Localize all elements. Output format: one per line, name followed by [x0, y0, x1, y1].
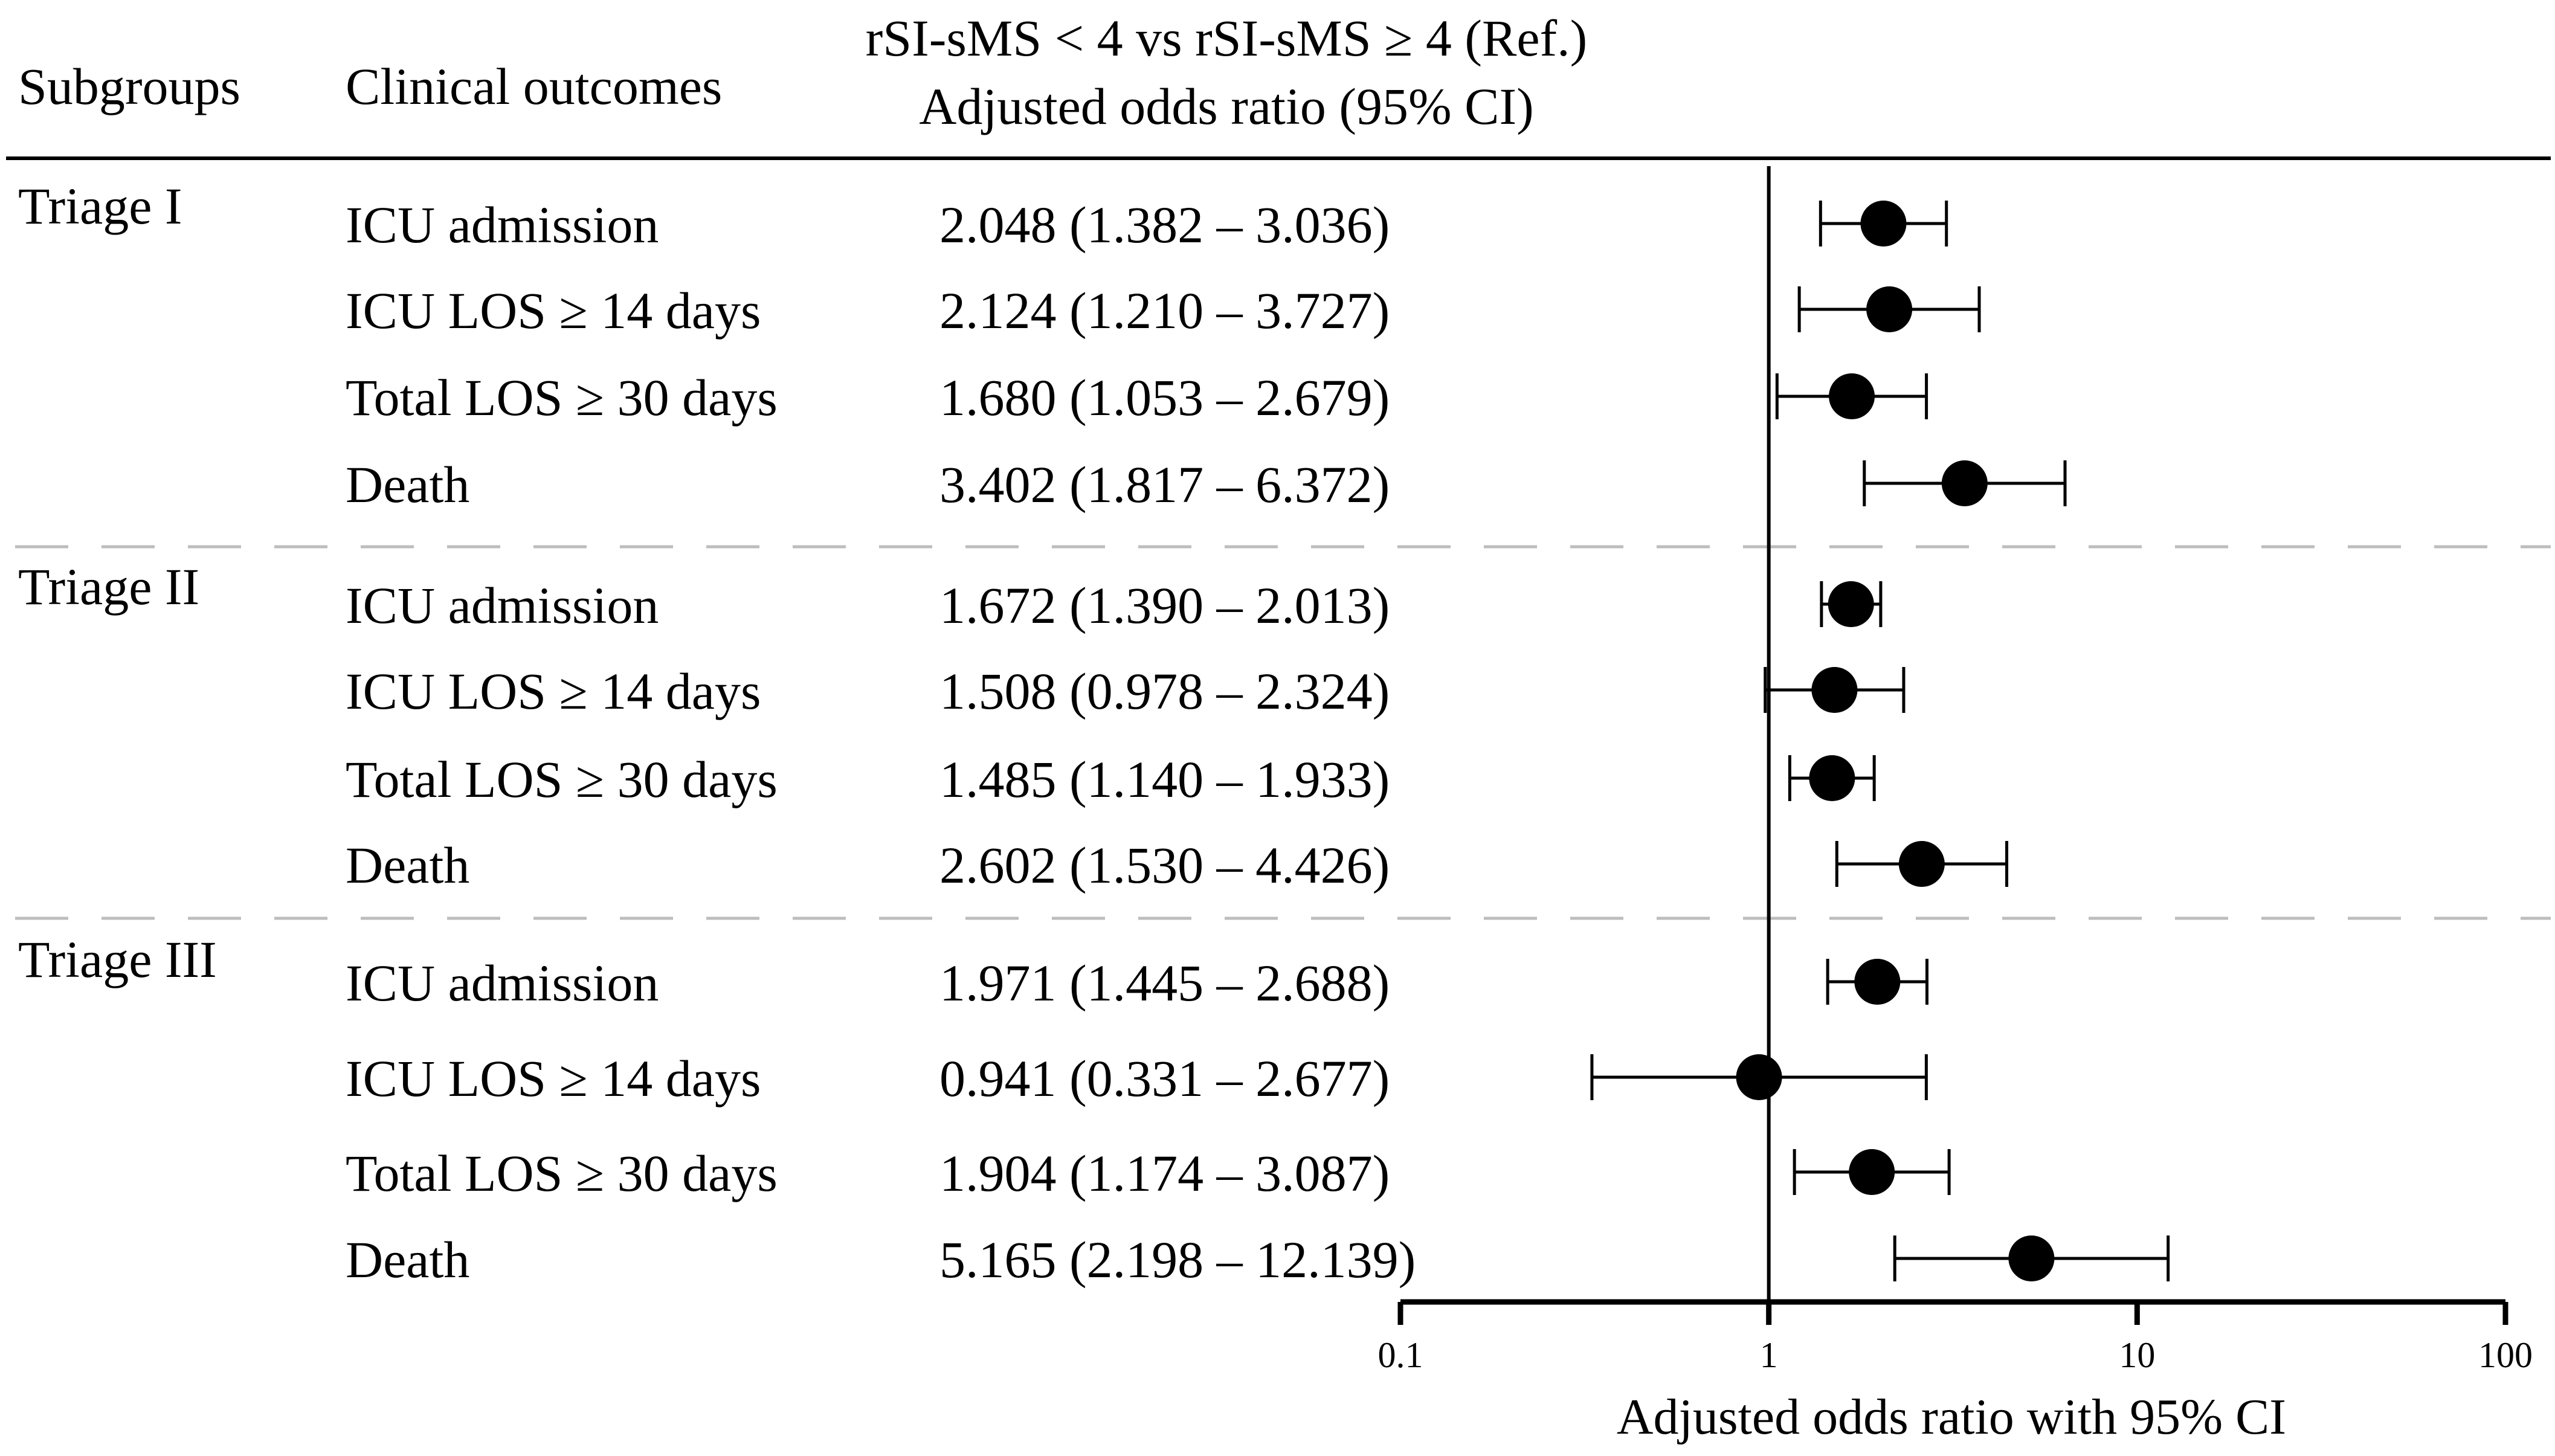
subgroup-label: Triage I — [18, 177, 182, 235]
odds-ratio-label: 2.048 (1.382 – 3.036) — [939, 196, 1390, 254]
odds-ratio-point — [1811, 667, 1858, 713]
header-subgroups: Subgroups — [18, 57, 240, 115]
outcome-label: Total LOS ≥ 30 days — [346, 369, 778, 427]
odds-ratio-label: 1.485 (1.140 – 1.933) — [939, 750, 1390, 808]
table-rows: Triage I ICU admission 2.048 (1.382 – 3.03… — [18, 177, 1416, 1289]
outcome-label: Death — [346, 1231, 469, 1289]
odds-ratio-label: 3.402 (1.817 – 6.372) — [939, 456, 1390, 514]
odds-ratio-label: 2.124 (1.210 – 3.727) — [939, 282, 1390, 340]
odds-ratio-point — [1736, 1054, 1782, 1100]
outcome-label: ICU LOS ≥ 14 days — [346, 282, 761, 340]
outcome-label: ICU LOS ≥ 14 days — [346, 1049, 761, 1107]
odds-ratio-point — [1898, 841, 1945, 887]
odds-ratio-point — [1829, 373, 1875, 419]
plot-marks — [1590, 166, 2170, 1302]
x-tick-label: 100 — [2478, 1335, 2533, 1375]
odds-ratio-label: 1.971 (1.445 – 2.688) — [939, 954, 1390, 1012]
header-comparison: rSI-sMS < 4 vs rSI-sMS ≥ 4 (Ref.) — [866, 9, 1588, 67]
odds-ratio-label: 1.680 (1.053 – 2.679) — [939, 369, 1390, 427]
odds-ratio-point — [1941, 460, 1988, 506]
outcome-label: Death — [346, 836, 469, 894]
x-tick-label: 10 — [2119, 1335, 2155, 1375]
odds-ratio-label: 1.904 (1.174 – 3.087) — [939, 1144, 1390, 1202]
outcome-label: Total LOS ≥ 30 days — [346, 750, 778, 808]
odds-ratio-point — [1809, 755, 1855, 801]
outcome-label: ICU admission — [346, 576, 659, 634]
odds-ratio-point — [1860, 201, 1907, 246]
odds-ratio-label: 5.165 (2.198 – 12.139) — [939, 1231, 1416, 1289]
odds-ratio-point — [2008, 1235, 2055, 1281]
odds-ratio-label: 1.672 (1.390 – 2.013) — [939, 576, 1390, 634]
outcome-label: ICU admission — [346, 954, 659, 1012]
odds-ratio-point — [1854, 959, 1901, 1005]
x-axis-title: Adjusted odds ratio with 95% CI — [1617, 1389, 2286, 1445]
subgroup-label: Triage III — [18, 930, 217, 988]
x-tick-label: 1 — [1760, 1335, 1778, 1375]
header-estimate: Adjusted odds ratio (95% CI) — [919, 77, 1534, 135]
odds-ratio-label: 0.941 (0.331 – 2.677) — [939, 1049, 1390, 1107]
x-tick-label: 0.1 — [1378, 1335, 1423, 1375]
odds-ratio-point — [1828, 581, 1874, 627]
odds-ratio-point — [1849, 1149, 1895, 1195]
outcome-label: Death — [346, 456, 469, 514]
odds-ratio-label: 1.508 (0.978 – 2.324) — [939, 662, 1390, 720]
header-clinical-outcomes: Clinical outcomes — [346, 57, 722, 115]
outcome-label: Total LOS ≥ 30 days — [346, 1144, 778, 1202]
odds-ratio-point — [1866, 286, 1913, 332]
outcome-label: ICU LOS ≥ 14 days — [346, 662, 761, 720]
outcome-label: ICU admission — [346, 196, 659, 254]
subgroup-label: Triage II — [18, 558, 199, 616]
odds-ratio-label: 2.602 (1.530 – 4.426) — [939, 836, 1390, 894]
x-axis: 0.1 1 10 100 Adjusted odds ratio with 95% CI — [1378, 1299, 2533, 1445]
